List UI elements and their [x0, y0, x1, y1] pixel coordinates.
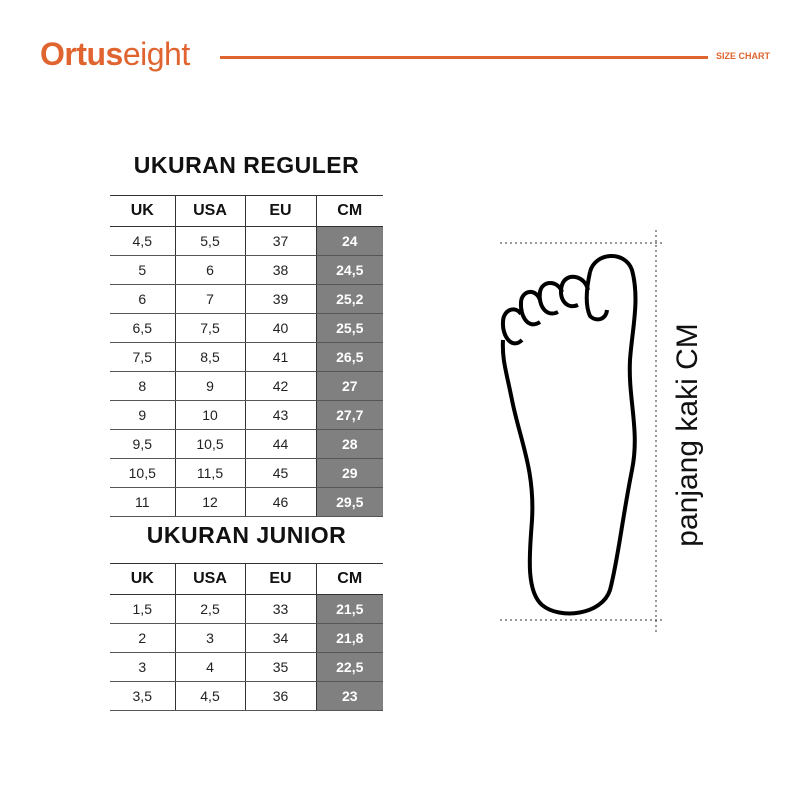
- cm-cell: 25,2: [315, 284, 383, 314]
- column-header: CM: [315, 195, 383, 227]
- junior-title: UKURAN JUNIOR: [146, 522, 347, 548]
- usa-cell: 8,5: [174, 342, 245, 372]
- table-row: 10,5 11,5 45 29: [110, 458, 383, 488]
- usa-cell: 9: [174, 371, 245, 401]
- usa-cell: 4,5: [174, 681, 245, 711]
- uk-cell: 3: [110, 652, 175, 682]
- eu-cell: 44: [244, 429, 316, 459]
- eu-cell: 46: [244, 487, 316, 517]
- cm-cell: 29,5: [315, 487, 383, 517]
- eu-cell: 45: [244, 458, 316, 488]
- usa-cell: 6: [174, 255, 245, 285]
- table-row: 9 10 43 27,7: [110, 400, 383, 430]
- table-row: 8 9 42 27: [110, 371, 383, 401]
- uk-cell: 5: [110, 255, 175, 285]
- eu-cell: 38: [244, 255, 316, 285]
- eu-cell: 36: [244, 681, 316, 711]
- table-row: 5 6 38 24,5: [110, 255, 383, 285]
- uk-cell: 11: [110, 487, 175, 517]
- column-header: USA: [174, 563, 245, 595]
- cm-cell: 22,5: [315, 652, 383, 682]
- column-header: UK: [110, 563, 175, 595]
- table-row: 2 3 34 21,8: [110, 623, 383, 653]
- uk-cell: 6: [110, 284, 175, 314]
- usa-cell: 10,5: [174, 429, 245, 459]
- cm-cell: 26,5: [315, 342, 383, 372]
- cm-cell: 24,5: [315, 255, 383, 285]
- uk-cell: 6,5: [110, 313, 175, 343]
- cm-cell: 21,8: [315, 623, 383, 653]
- usa-cell: 12: [174, 487, 245, 517]
- uk-cell: 9: [110, 400, 175, 430]
- column-header: CM: [315, 563, 383, 595]
- column-header: UK: [110, 195, 175, 227]
- table-row: 3 4 35 22,5: [110, 652, 383, 682]
- eu-cell: 42: [244, 371, 316, 401]
- uk-cell: 1,5: [110, 594, 175, 624]
- uk-cell: 10,5: [110, 458, 175, 488]
- section-label: SIZE CHART: [716, 51, 770, 61]
- header-divider: [220, 56, 708, 59]
- uk-cell: 3,5: [110, 681, 175, 711]
- uk-cell: 8: [110, 371, 175, 401]
- eu-cell: 33: [244, 594, 316, 624]
- cm-cell: 24: [315, 226, 383, 256]
- column-header: EU: [244, 563, 316, 595]
- table-row: 7,5 8,5 41 26,5: [110, 342, 383, 372]
- usa-cell: 7,5: [174, 313, 245, 343]
- uk-cell: 2: [110, 623, 175, 653]
- usa-cell: 3: [174, 623, 245, 653]
- eu-cell: 40: [244, 313, 316, 343]
- usa-cell: 4: [174, 652, 245, 682]
- usa-cell: 10: [174, 400, 245, 430]
- eu-cell: 41: [244, 342, 316, 372]
- table-row: 4,5 5,5 37 24: [110, 226, 383, 256]
- table-row: 9,5 10,5 44 28: [110, 429, 383, 459]
- cm-cell: 27,7: [315, 400, 383, 430]
- eu-cell: 35: [244, 652, 316, 682]
- cm-cell: 25,5: [315, 313, 383, 343]
- table-row: 6,5 7,5 40 25,5: [110, 313, 383, 343]
- usa-cell: 5,5: [174, 226, 245, 256]
- eu-cell: 39: [244, 284, 316, 314]
- eu-cell: 43: [244, 400, 316, 430]
- foot-length-label: panjang kaki CM: [671, 323, 704, 547]
- usa-cell: 11,5: [174, 458, 245, 488]
- table-row: 3,5 4,5 36 23: [110, 681, 383, 711]
- foot-outline-icon: [500, 254, 638, 616]
- cm-cell: 23: [315, 681, 383, 711]
- cm-cell: 21,5: [315, 594, 383, 624]
- uk-cell: 7,5: [110, 342, 175, 372]
- cm-cell: 29: [315, 458, 383, 488]
- cm-cell: 28: [315, 429, 383, 459]
- column-header: USA: [174, 195, 245, 227]
- eu-cell: 37: [244, 226, 316, 256]
- regular-title: UKURAN REGULER: [133, 152, 360, 178]
- brand-logo: Ortuseight: [40, 36, 190, 72]
- usa-cell: 2,5: [174, 594, 245, 624]
- table-row: 6 7 39 25,2: [110, 284, 383, 314]
- junior-size-table: UK USA EU CM 1,5 2,5 33 21,5 2 3 34 21,8 3 4 35 22,5 3,5…: [110, 563, 383, 711]
- uk-cell: 4,5: [110, 226, 175, 256]
- table-row: 1,5 2,5 33 21,5: [110, 594, 383, 624]
- eu-cell: 34: [244, 623, 316, 653]
- table-row: 11 12 46 29,5: [110, 487, 383, 517]
- usa-cell: 7: [174, 284, 245, 314]
- cm-cell: 27: [315, 371, 383, 401]
- regular-size-table: UK USA EU CM 4,5 5,5 37 24 5 6 38 24,5 6 7 39 25,2 6,5 7,…: [110, 195, 383, 517]
- uk-cell: 9,5: [110, 429, 175, 459]
- column-header: EU: [244, 195, 316, 227]
